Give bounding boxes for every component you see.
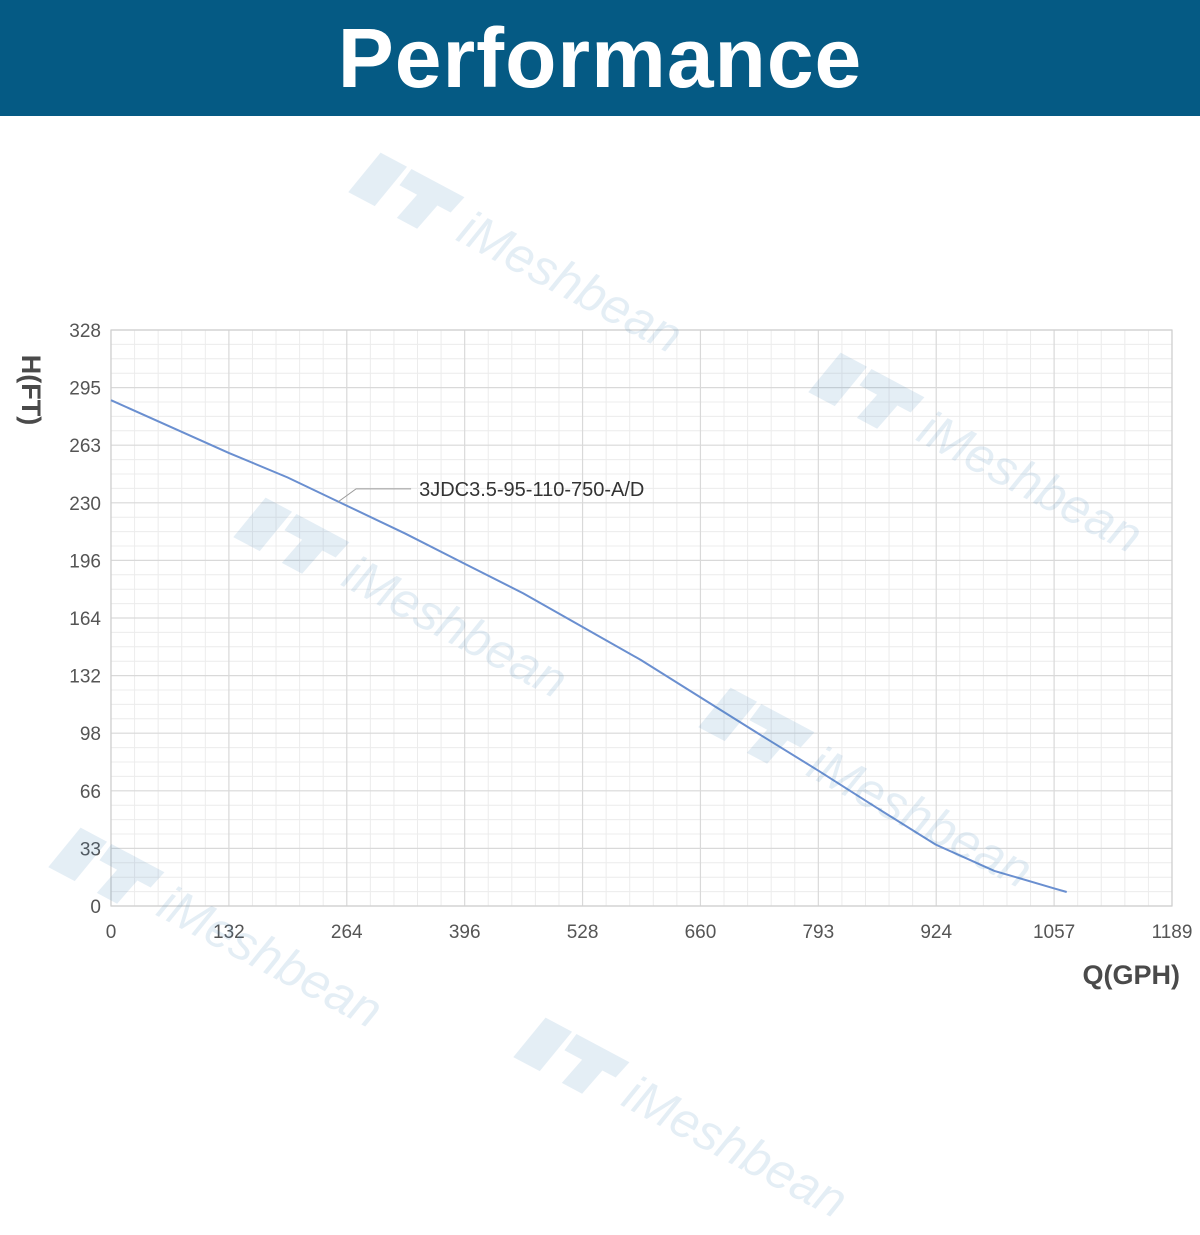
y-tick-label: 196 (69, 551, 101, 572)
x-tick-label: 264 (331, 922, 363, 943)
x-tick-label: 924 (920, 922, 952, 943)
series-line (110, 399, 1067, 893)
x-tick-label: 396 (449, 922, 481, 943)
performance-chart: 0 132 264 396 528 660 793 924 1057 1189 0 33 66 98 132… (16, 321, 1193, 990)
y-tick-label: 164 (69, 609, 101, 630)
x-tick-label: 1057 (1033, 922, 1075, 943)
x-tick-label: 132 (213, 922, 245, 943)
header-banner: Performance (0, 0, 1200, 116)
y-tick-label: 328 (69, 321, 101, 342)
x-tick-label: 0 (106, 922, 117, 943)
x-tick-label: 528 (567, 922, 599, 943)
y-tick-label: 295 (69, 379, 101, 400)
plot-frame (110, 329, 1173, 907)
annotation-leader-line (337, 488, 412, 503)
x-tick-label: 660 (685, 922, 717, 943)
y-tick-label: 98 (80, 724, 101, 745)
page-title: Performance (337, 11, 863, 105)
y-axis-label: H(FT) (16, 355, 46, 425)
annotation-label: 3JDC3.5-95-110-750-A/D (419, 479, 644, 501)
y-tick-label: 132 (69, 667, 101, 688)
y-tick-label: 230 (69, 494, 101, 515)
x-axis-label: Q(GPH) (1083, 960, 1181, 990)
y-tick-label: 263 (69, 436, 101, 457)
x-tick-label: 793 (802, 922, 834, 943)
y-tick-label: 33 (80, 839, 101, 860)
y-tick-label: 0 (90, 897, 101, 918)
y-tick-label: 66 (80, 782, 101, 803)
x-tick-label: 1189 (1152, 922, 1193, 943)
